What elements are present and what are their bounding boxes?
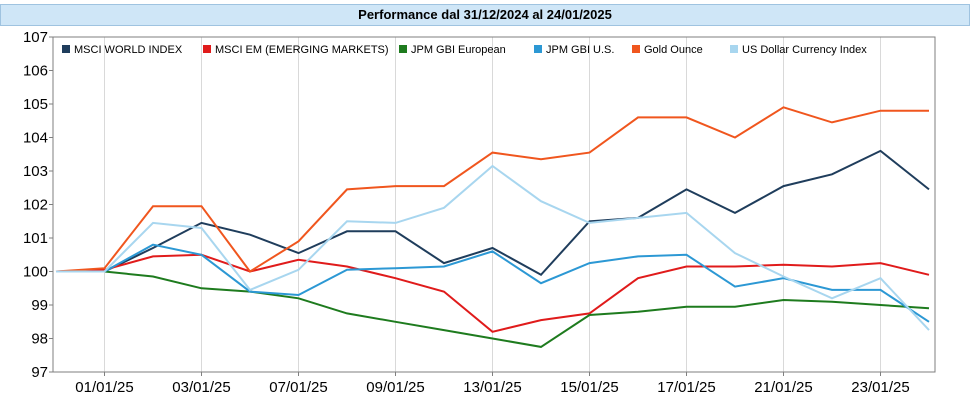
legend-label: MSCI EM (EMERGING MARKETS) <box>215 44 389 56</box>
plot-frame <box>52 36 936 373</box>
legend-swatch <box>730 45 738 53</box>
legend-swatch <box>534 45 542 53</box>
x-tick-label: 03/01/25 <box>172 379 230 396</box>
grid-layer <box>104 37 881 372</box>
y-tick-label: 105 <box>23 96 48 113</box>
y-tick-label: 106 <box>23 63 48 80</box>
legend-swatch <box>632 45 640 53</box>
x-tick-label: 01/01/25 <box>75 379 133 396</box>
x-tick-label: 17/01/25 <box>657 379 715 396</box>
x-tick-label: 07/01/25 <box>269 379 327 396</box>
series-line-0 <box>56 149 930 277</box>
x-tick-label: 15/01/25 <box>560 379 618 396</box>
legend-label: Gold Ounce <box>644 44 703 56</box>
y-tick-label: 104 <box>23 130 48 147</box>
x-tick-label: 13/01/25 <box>463 379 521 396</box>
y-tick-label: 99 <box>31 297 48 314</box>
x-tick-label: 23/01/25 <box>851 379 909 396</box>
legend-swatch <box>399 45 407 53</box>
chart-title: Performance dal 31/12/2024 al 24/01/2025 <box>0 4 970 26</box>
y-tick-label: 107 <box>23 29 48 46</box>
y-tick-label: 102 <box>23 197 48 214</box>
y-tick-label: 98 <box>31 331 48 348</box>
y-tick-label: 97 <box>31 364 48 381</box>
x-tick-label: 21/01/25 <box>754 379 812 396</box>
y-tick-label: 100 <box>23 264 48 281</box>
series-line-2 <box>56 270 930 348</box>
legend-swatch <box>203 45 211 53</box>
y-tick-label: 101 <box>23 230 48 247</box>
legend-label: JPM GBI European <box>411 44 506 56</box>
series-line-5 <box>56 164 930 331</box>
legend-label: MSCI WORLD INDEX <box>74 44 183 56</box>
series-line-3 <box>56 243 930 323</box>
legend: MSCI WORLD INDEX MSCI EM (EMERGING MARKET… <box>62 44 867 56</box>
series-line-4 <box>55 106 929 273</box>
series-layer <box>55 106 930 348</box>
x-tick-label: 09/01/25 <box>366 379 424 396</box>
legend-label: JPM GBI U.S. <box>546 44 614 56</box>
axis-layer: 97 98 99 100 101 102 103 104 105 106 107 01/01/25 03… <box>23 29 936 396</box>
legend-swatch <box>62 45 70 53</box>
y-tick-label: 103 <box>23 163 48 180</box>
legend-label: US Dollar Currency Index <box>742 44 867 56</box>
